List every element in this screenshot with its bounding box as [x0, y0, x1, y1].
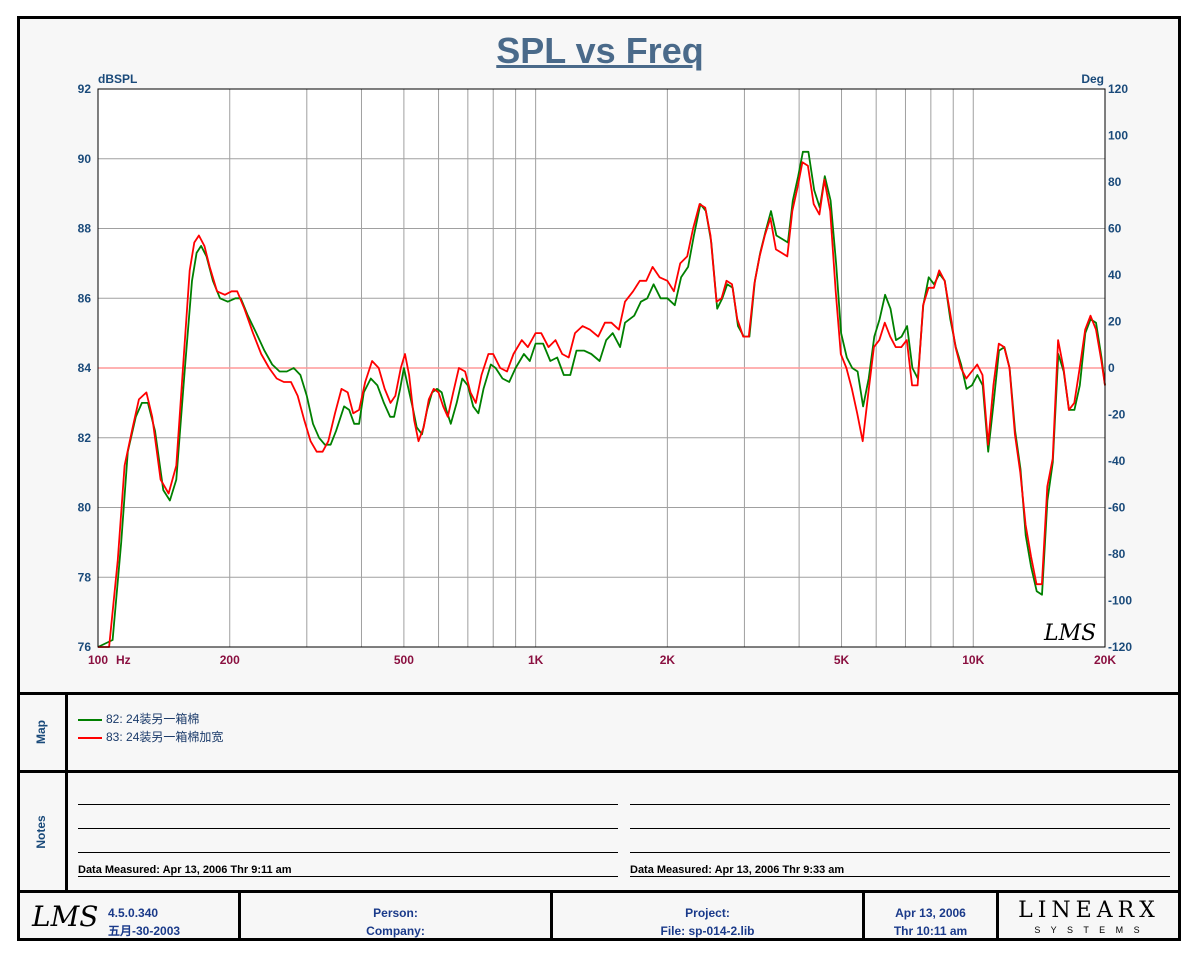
x-tick-label: 5K — [834, 653, 850, 667]
legend-text-1: 82: 24装另一箱棉 — [106, 712, 200, 726]
y2-tick-label: 20 — [1108, 315, 1122, 329]
series-line-2 — [98, 161, 1106, 648]
y2-axis-label: Deg — [1081, 72, 1104, 86]
y2-tick-label: -60 — [1108, 501, 1126, 515]
company-label: Company: — [366, 924, 425, 938]
footer-divider — [996, 893, 999, 941]
version-info: 4.5.0.340 五月-30-2003 — [108, 904, 228, 940]
x-tick-label: 20K — [1094, 653, 1116, 667]
legend-text-2: 83: 24装另一箱棉加宽 — [106, 730, 224, 744]
map-label: Map — [34, 720, 48, 744]
footer-date: Apr 13, 2006 — [895, 906, 966, 920]
footer-divider — [238, 893, 241, 941]
chart-watermark: LMS — [1043, 621, 1096, 646]
footer-divider — [550, 893, 553, 941]
version: 4.5.0.340 — [108, 906, 159, 920]
note-line — [78, 804, 618, 805]
legend-swatch-green — [78, 718, 102, 721]
y-tick-label: 90 — [78, 152, 92, 166]
y2-tick-label: 100 — [1108, 129, 1128, 143]
legend-swatch-red — [78, 736, 102, 739]
legend-item-2: 83: 24装另一箱棉加宽 — [78, 728, 223, 745]
note-line — [630, 804, 1170, 805]
y2-tick-label: 60 — [1108, 222, 1122, 236]
divider-footer — [17, 890, 1181, 893]
brand-sub: S Y S T E M S — [1034, 925, 1144, 935]
y-tick-label: 76 — [78, 640, 92, 654]
y-tick-label: 88 — [78, 222, 92, 236]
y-tick-label: 78 — [78, 570, 92, 584]
x-tick-label: 200 — [220, 653, 240, 667]
series-lines — [97, 150, 1106, 648]
y-tick-label: 84 — [78, 361, 92, 375]
side-col-divider — [65, 695, 68, 890]
footer-time: Thr 10:11 am — [893, 924, 968, 938]
note-line — [630, 828, 1170, 829]
x-unit-label: Hz — [116, 653, 131, 667]
x-tick-label: 10K — [962, 653, 984, 667]
file-label: File: sp-014-2.lib — [660, 924, 755, 938]
y-tick-label: 80 — [78, 501, 92, 515]
y2-tick-label: 80 — [1108, 175, 1122, 189]
legend-item-1: 82: 24装另一箱棉 — [78, 710, 199, 727]
note-line — [78, 852, 618, 853]
person-label: Person: — [373, 906, 418, 920]
linearx-logo: LINEARX S Y S T E M S — [999, 898, 1179, 936]
y-axis-label: dBSPL — [98, 72, 137, 86]
project-label: Project: — [685, 906, 730, 920]
axis-labels: 76 78 80 82 84 86 88 90 92 -120 -100 -80 -60 -40 -20 0 2… — [78, 72, 1133, 667]
y2-tick-label: -40 — [1108, 454, 1126, 468]
chart-title: SPL vs Freq — [496, 30, 704, 71]
x-tick-label: 100 — [88, 653, 108, 667]
y2-tick-label: 40 — [1108, 268, 1122, 282]
x-tick-label: 2K — [660, 653, 676, 667]
note-line — [630, 852, 1170, 853]
brand-name: LINEARX — [1018, 898, 1160, 923]
note-line — [630, 876, 1170, 877]
y-tick-label: 86 — [78, 291, 92, 305]
notes-label: Notes — [34, 815, 48, 849]
build-date: 五月-30-2003 — [108, 924, 181, 938]
y2-tick-label: 120 — [1108, 82, 1128, 96]
y2-tick-label: 0 — [1108, 361, 1115, 375]
y2-tick-label: -100 — [1108, 594, 1132, 608]
plot-border — [97, 88, 1106, 648]
note-line — [78, 876, 618, 877]
y2-tick-label: -20 — [1108, 408, 1126, 422]
y2-tick-label: -120 — [1108, 640, 1132, 654]
y-tick-label: 92 — [78, 82, 92, 96]
date-info: Apr 13, 2006 Thr 10:11 am — [865, 904, 996, 940]
y2-tick-label: -80 — [1108, 547, 1126, 561]
y-tick-label: 82 — [78, 431, 92, 445]
footer-divider — [862, 893, 865, 941]
note-measured-left: Data Measured: Apr 13, 2006 Thr 9:11 am — [78, 864, 292, 876]
note-line — [78, 828, 618, 829]
divider-map — [17, 692, 1181, 695]
divider-notes — [17, 770, 1181, 773]
x-tick-label: 500 — [394, 653, 414, 667]
person-info: Person: Company: — [241, 904, 550, 940]
note-measured-right: Data Measured: Apr 13, 2006 Thr 9:33 am — [630, 864, 845, 876]
lms-logo: LMS — [32, 900, 99, 933]
project-info: Project: File: sp-014-2.lib — [553, 904, 862, 940]
x-tick-label: 1K — [528, 653, 544, 667]
